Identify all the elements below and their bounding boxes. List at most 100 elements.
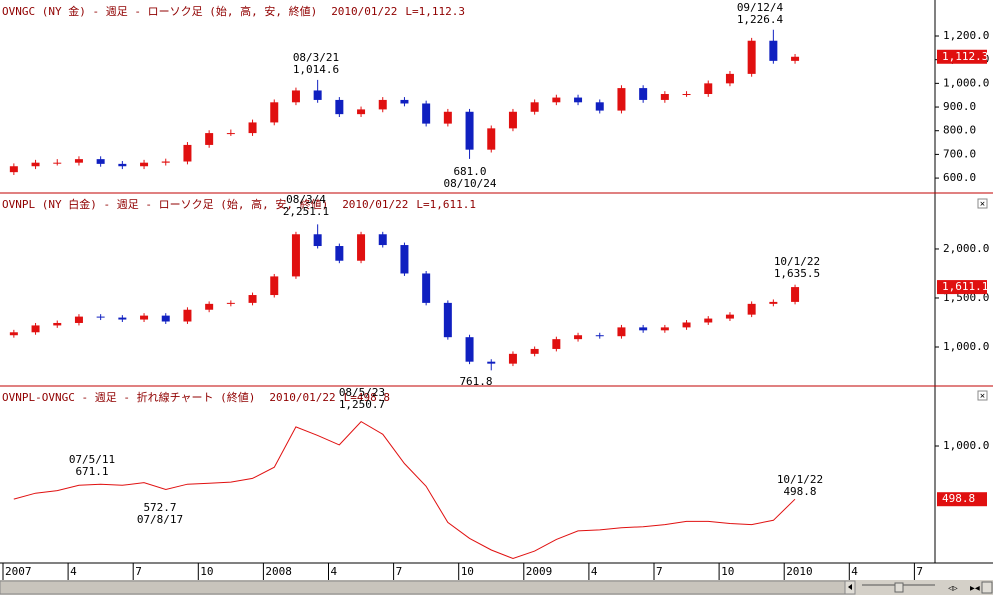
last-value-label: 1,611.1 <box>942 280 988 293</box>
x-tick-label: 7 <box>916 565 923 578</box>
close-button[interactable]: × <box>977 198 988 210</box>
close-button[interactable]: × <box>977 390 988 402</box>
candle <box>660 324 669 333</box>
candle <box>31 159 40 170</box>
candle-body <box>443 111 452 124</box>
annotation: 1,014.6 <box>293 63 339 76</box>
candle-body <box>335 246 344 261</box>
candle-body <box>161 315 170 322</box>
candle <box>161 158 170 166</box>
candle <box>74 314 83 326</box>
candle <box>595 332 604 339</box>
candle-body <box>487 128 496 150</box>
last-value-box <box>937 280 987 295</box>
annotation: 08/3/21 <box>293 51 339 64</box>
last-value-label: 1,112.3 <box>942 50 988 63</box>
candle-body <box>595 335 604 337</box>
candle <box>508 108 517 132</box>
candle <box>140 159 149 170</box>
candle <box>270 273 279 298</box>
candle-body <box>791 56 800 61</box>
candle-body <box>639 327 648 331</box>
panel-title: OVNPL (NY 白金) - 週足 - ローソク足 (始, 高, 安, 終値)… <box>2 197 476 211</box>
candle-body <box>682 94 691 96</box>
candle <box>205 130 214 148</box>
title-date: 2010/01/22 <box>331 5 397 18</box>
annotation: 1,250.7 <box>339 398 385 411</box>
candle <box>400 242 409 276</box>
candle-body <box>248 122 257 134</box>
candle <box>617 324 626 339</box>
candle-body <box>574 335 583 340</box>
y-tick-label: 1,000.0 <box>943 340 989 353</box>
candle <box>291 87 300 106</box>
candle-body <box>465 111 474 150</box>
candle <box>183 142 192 165</box>
candle <box>9 329 18 338</box>
candle <box>248 119 257 136</box>
x-tick-label: 7 <box>396 565 403 578</box>
candle <box>400 97 409 107</box>
candle-body <box>161 161 170 163</box>
candle <box>660 91 669 103</box>
candle-body <box>660 327 669 331</box>
candle-body <box>9 166 18 173</box>
candle-body <box>291 234 300 277</box>
candle <box>769 29 778 64</box>
candle-body <box>747 303 756 315</box>
candle <box>53 159 62 166</box>
x-tick-label: 4 <box>331 565 338 578</box>
candle-body <box>226 133 235 135</box>
annotation: 10/1/22 <box>777 473 823 486</box>
y-tick-label: 1,200.0 <box>943 29 989 42</box>
x-tick-label: 2008 <box>265 565 292 578</box>
candle-body <box>508 111 517 129</box>
candle-body <box>140 162 149 167</box>
candle-body <box>205 303 214 310</box>
candle-body <box>9 332 18 336</box>
candle <box>465 108 474 159</box>
candle-body <box>270 102 279 123</box>
x-tick-label: 7 <box>656 565 663 578</box>
y-tick-label: 1,500.0 <box>943 291 989 304</box>
candle <box>487 125 496 153</box>
candle <box>313 224 322 249</box>
candle-body <box>53 162 62 164</box>
candle <box>769 299 778 307</box>
annotation: 681.0 <box>453 165 486 178</box>
x-tick-label: 4 <box>851 565 858 578</box>
candle <box>639 324 648 333</box>
candle-body <box>313 90 322 100</box>
candle <box>704 316 713 325</box>
title-text: OVNGC (NY 金) - 週足 - ローソク足 (始, 高, 安, 終値) <box>2 4 317 18</box>
candle <box>725 71 734 87</box>
scrollbar[interactable]: ◁▷ ▶◀ <box>0 580 993 595</box>
candle-body <box>704 83 713 95</box>
candle-body <box>530 102 539 112</box>
candle <box>639 85 648 103</box>
svg-text:▶◀: ▶◀ <box>970 584 980 593</box>
candle-body <box>226 302 235 304</box>
candle-body <box>639 88 648 100</box>
candle-body <box>96 159 105 164</box>
y-tick-label: 1,000.0 <box>943 76 989 89</box>
candle-body <box>769 40 778 61</box>
candle-body <box>747 40 756 74</box>
candle-body <box>291 90 300 103</box>
x-tick-label: 4 <box>70 565 77 578</box>
candle-body <box>508 353 517 364</box>
candle-body <box>552 339 561 349</box>
candle-body <box>725 73 734 84</box>
candle-body <box>335 99 344 115</box>
spread-line <box>13 420 796 560</box>
candle <box>74 156 83 166</box>
candle <box>443 300 452 340</box>
candle <box>313 79 322 103</box>
candle-body <box>725 314 734 319</box>
annotation: 671.1 <box>75 465 108 478</box>
y-tick-label: 900.0 <box>943 100 976 113</box>
x-tick-label: 2009 <box>526 565 553 578</box>
candle <box>422 100 431 127</box>
